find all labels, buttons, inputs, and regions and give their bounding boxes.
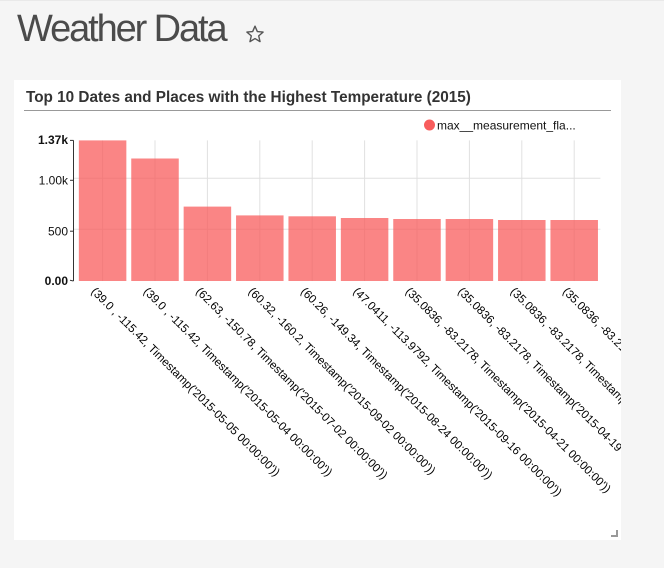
- svg-text:0.00: 0.00: [45, 274, 69, 288]
- svg-text:max__measurement_fla...: max__measurement_fla...: [437, 118, 576, 132]
- svg-text:1.37k: 1.37k: [38, 133, 68, 147]
- svg-text:(62.63, -150.78, Timestamp('20: (62.63, -150.78, Timestamp('2015-07-02 0…: [193, 285, 390, 482]
- svg-text:(60.26, -149.34, Timestamp('20: (60.26, -149.34, Timestamp('2015-08-24 0…: [298, 285, 495, 482]
- svg-text:1.00k: 1.00k: [39, 174, 69, 188]
- svg-text:(39.0 , -115.42, Timestamp('20: (39.0 , -115.42, Timestamp('2015-05-05 0…: [88, 285, 282, 479]
- svg-text:(39.0 , -115.42, Timestamp('20: (39.0 , -115.42, Timestamp('2015-05-04 0…: [141, 285, 335, 479]
- svg-text:(60.32, -160.2, Timestamp('201: (60.32, -160.2, Timestamp('2015-09-02 00…: [246, 285, 438, 477]
- svg-text:500: 500: [48, 225, 68, 239]
